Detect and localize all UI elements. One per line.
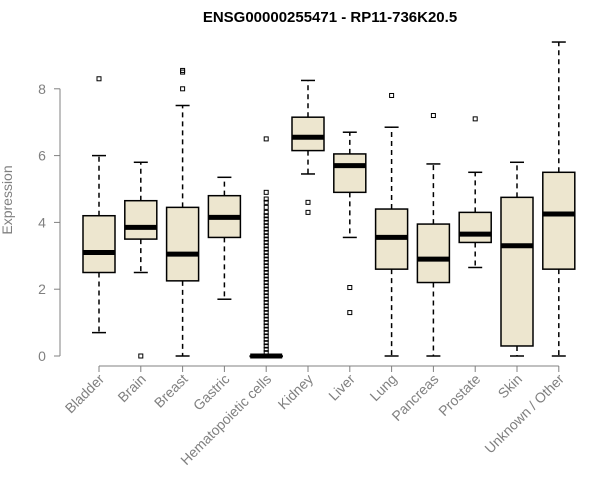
y-tick-label: 0: [38, 348, 46, 364]
outlier-point: [263, 259, 269, 265]
iqr-box: [82, 214, 116, 274]
outlier-point: [263, 286, 269, 292]
outlier-point: [263, 346, 269, 352]
outlier-point: [263, 229, 269, 235]
outlier-point: [263, 233, 269, 239]
outlier-point: [263, 273, 269, 279]
outlier-point: [263, 303, 269, 309]
x-tick-label: Unknown / Other: [481, 371, 567, 457]
outlier-point: [263, 209, 269, 215]
iqr-box: [165, 206, 200, 282]
box-group: [165, 67, 200, 357]
iqr-box: [291, 116, 325, 152]
y-tick-label: 6: [38, 148, 46, 164]
outlier-point: [263, 270, 269, 275]
outlier-point: [263, 313, 269, 319]
outlier-point: [263, 204, 269, 210]
outlier-point: [263, 199, 269, 205]
outlier-point: [263, 256, 269, 262]
x-tick-label: Skin: [495, 371, 526, 402]
outlier-point: [263, 219, 269, 225]
outlier-point: [263, 280, 269, 286]
outlier-point: [305, 199, 311, 205]
outlier-point: [347, 310, 353, 316]
x-tick-label: Bladder: [62, 371, 108, 417]
outlier-point: [263, 213, 269, 219]
outlier-point: [263, 310, 269, 316]
x-tick-label: Breast: [151, 371, 191, 411]
y-tick-label: 4: [38, 214, 46, 230]
outlier-point: [263, 246, 269, 252]
box-group: [374, 92, 409, 357]
outlier-point: [389, 92, 395, 98]
outlier-point: [263, 333, 269, 339]
outlier-point: [263, 296, 269, 302]
box-group: [542, 41, 576, 357]
y-axis-label: Expression: [0, 165, 15, 234]
chart-title: ENSG00000255471 - RP11-736K20.5: [203, 9, 457, 26]
outlier-point: [263, 293, 269, 299]
box-group: [333, 131, 367, 316]
iqr-box: [500, 196, 534, 347]
box-group: [500, 161, 534, 357]
outlier-point: [430, 113, 436, 119]
outlier-point: [263, 196, 269, 202]
box-group: [291, 79, 325, 215]
y-tick-label: 2: [38, 281, 46, 297]
iqr-box: [416, 223, 451, 284]
outlier-point: [263, 266, 269, 272]
box-group: [249, 136, 283, 359]
outlier-point: [138, 353, 144, 359]
box-group: [82, 76, 116, 334]
outlier-point: [96, 76, 102, 82]
outlier-point: [263, 276, 269, 282]
outlier-point: [263, 283, 269, 289]
outlier-point: [263, 336, 269, 342]
outlier-point: [263, 253, 269, 259]
outlier-point: [263, 330, 269, 336]
box-group: [458, 116, 492, 269]
boxes: [82, 41, 576, 359]
outlier-point: [180, 67, 186, 73]
iqr-box: [124, 199, 158, 240]
outlier-point: [263, 226, 269, 232]
outlier-point: [180, 86, 186, 92]
box-group: [207, 176, 242, 300]
outlier-point: [263, 306, 269, 312]
outlier-point: [263, 243, 269, 249]
outlier-point: [263, 239, 269, 245]
outlier-point: [263, 216, 269, 222]
outlier-point: [263, 223, 269, 229]
outlier-point: [263, 189, 269, 195]
outlier-point: [472, 116, 478, 122]
outlier-point: [347, 285, 353, 291]
outlier-point: [263, 300, 269, 306]
iqr-box: [333, 153, 367, 194]
iqr-box: [542, 171, 576, 270]
x-tick-label: Prostate: [435, 371, 483, 419]
x-tick-label: Lung: [366, 371, 399, 404]
y-tick-label: 8: [38, 81, 46, 97]
outlier-point: [263, 323, 269, 329]
outlier-point: [263, 290, 269, 296]
outlier-point: [263, 320, 269, 326]
outlier-point: [263, 136, 269, 142]
x-tick-label: Kidney: [275, 371, 317, 413]
outlier-point: [263, 263, 269, 269]
outlier-point: [263, 236, 269, 242]
box-group: [416, 113, 451, 357]
outlier-point: [263, 326, 269, 332]
box-group: [124, 161, 158, 359]
outlier-point: [263, 350, 269, 356]
outlier-point: [263, 340, 269, 346]
outlier-point: [305, 209, 311, 215]
x-tick-label: Liver: [325, 371, 358, 404]
iqr-box: [458, 211, 492, 244]
outlier-point: [263, 316, 269, 322]
x-tick-label: Brain: [114, 371, 148, 405]
outlier-point: [263, 249, 269, 255]
outlier-point: [263, 343, 269, 349]
